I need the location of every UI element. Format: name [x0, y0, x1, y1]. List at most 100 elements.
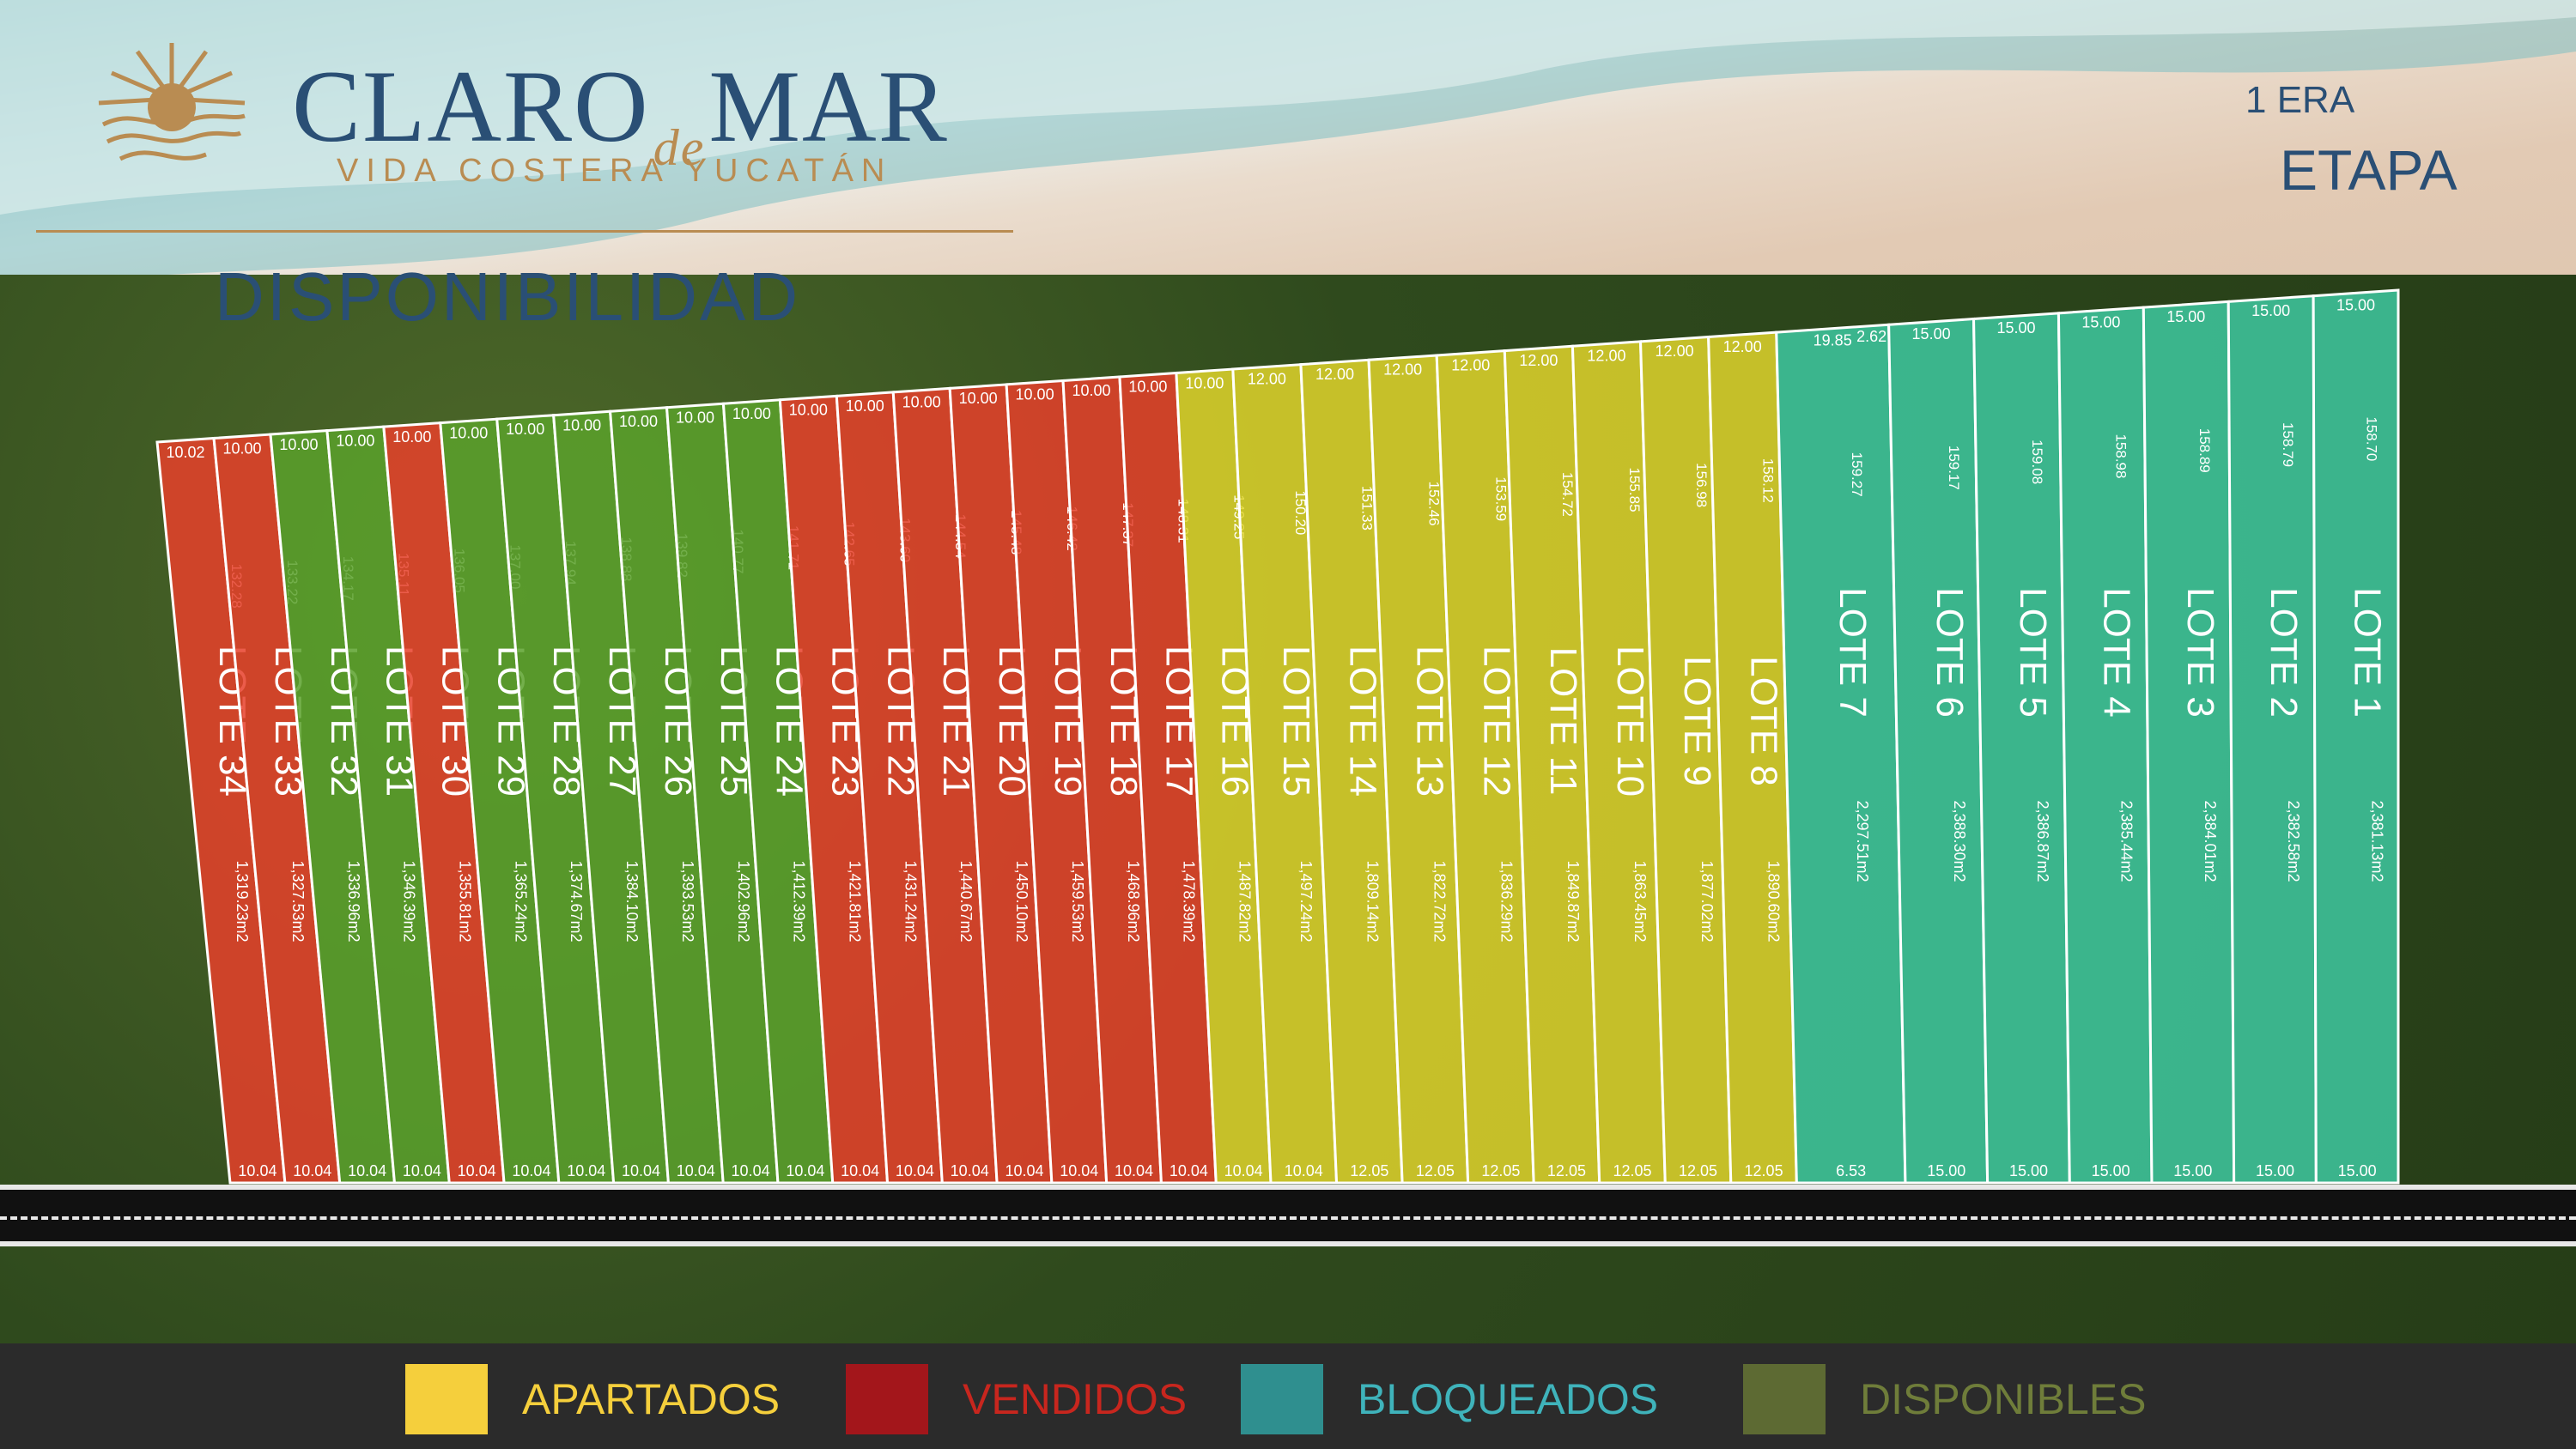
lot-area-label: 1,346.39m2: [401, 860, 418, 942]
brand-title: CLAROdeMAR: [292, 47, 949, 176]
lot[interactable]: 12.00 12.05 156.98 LOTE 9 1,877.02m2: [1638, 335, 1733, 1185]
legend-swatch-apartados: [405, 1364, 488, 1434]
lot[interactable]: 15.00 15.00 158.79 LOTE 2 2,382.58m2: [2227, 294, 2318, 1185]
lot-back-label: 10.04: [512, 1162, 550, 1179]
lot-front-label: 10.00: [562, 416, 601, 433]
lot-front-label: 10.00: [279, 436, 318, 453]
lot[interactable]: 12.00 12.05 153.59 LOTE 12 1,836.29m2: [1435, 349, 1535, 1185]
lot-front-label: 10.00: [846, 397, 884, 415]
phase-name: ETAPA: [2280, 138, 2458, 202]
lot-front-label: 19.85: [1814, 332, 1852, 349]
lot-depth-label: 155.85: [1626, 468, 1643, 512]
lot-name-label: LOTE 12: [1475, 646, 1517, 797]
lot-area-label: 1,849.87m2: [1564, 860, 1582, 942]
lot[interactable]: 15.00 15.00 158.98 LOTE 4 2,385.44m2: [2057, 306, 2154, 1185]
lot-area-label: 2,297.51m2: [1854, 800, 1871, 882]
lot-back-label: 10.04: [622, 1162, 660, 1179]
lot-shape[interactable]: [2227, 294, 2318, 1185]
lot[interactable]: 15.00 15.00 158.89 LOTE 3 2,384.01m2: [2142, 300, 2236, 1185]
lot-front-label: 10.00: [506, 421, 544, 438]
lot-front-label: 10.00: [1128, 379, 1167, 396]
page-title: DISPONIBILIDAD: [215, 258, 801, 335]
brand-name-part1: CLARO: [292, 49, 650, 163]
lot-back-label: 12.05: [1416, 1162, 1455, 1179]
lot-depth-label: 153.59: [1492, 476, 1509, 521]
lot-front-label: 12.00: [1383, 361, 1422, 379]
legend-swatch-vendidos: [846, 1364, 928, 1434]
lot-depth-label: 156.98: [1693, 463, 1710, 507]
lot-front-label: 10.00: [902, 394, 941, 411]
lot-back-label: 15.00: [2256, 1162, 2294, 1179]
lot-front-label: 15.00: [2166, 308, 2205, 325]
legend-item-bloqueados: BLOQUEADOS: [1241, 1364, 1658, 1434]
lot-name-label: LOTE 8: [1743, 656, 1785, 786]
lot[interactable]: 15.00 15.00 159.08 LOTE 5 2,386.87m2: [1971, 312, 2071, 1185]
lot-back-label: 10.04: [896, 1162, 934, 1179]
lot-front-label: 12.00: [1723, 338, 1762, 355]
lot-area-label: 2,382.58m2: [2285, 800, 2302, 882]
lot-area-label: 2,381.13m2: [2368, 800, 2385, 882]
lot-shape[interactable]: [1775, 323, 1907, 1185]
lot-area-label: 1,319.23m2: [234, 860, 251, 942]
lot-back-label: 10.04: [567, 1162, 605, 1179]
lot[interactable]: 12.00 10.04 150.20 LOTE 15 1,497.24m2: [1231, 363, 1339, 1185]
lot[interactable]: 12.00 12.05 154.72 LOTE 11 1,849.87m2: [1503, 344, 1601, 1185]
lot-back-label: 10.04: [1115, 1162, 1153, 1179]
legend-label-apartados: APARTADOS: [522, 1375, 781, 1423]
legend: APARTADOS VENDIDOS BLOQUEADOS DISPONIBLE…: [0, 1343, 2576, 1449]
lot-name-label: LOTE 3: [2179, 587, 2221, 718]
lot[interactable]: 12.00 12.05 152.46 LOTE 13 1,822.72m2: [1367, 354, 1470, 1185]
lot-area-label: 2,386.87m2: [2034, 800, 2051, 882]
lot-name-label: LOTE 9: [1676, 656, 1718, 786]
lot[interactable]: 15.00 15.00 158.70 LOTE 1 2,381.13m2: [2312, 288, 2400, 1185]
lot-shape[interactable]: [2057, 306, 2154, 1185]
phase-number: 1 ERA: [2245, 79, 2355, 121]
lot-area-label: 1,431.24m2: [902, 860, 919, 942]
lot-back-label: 10.04: [732, 1162, 770, 1179]
lot-shape[interactable]: [1887, 317, 1990, 1185]
lot-area-label: 2,388.30m2: [1951, 800, 1968, 882]
lot-front-label: 10.00: [732, 405, 771, 422]
lot-front-label: 10.02: [167, 444, 205, 461]
lot-front-extra-label: 2.62: [1856, 328, 1886, 345]
lot-front-label: 12.00: [1656, 343, 1694, 360]
lot-shape[interactable]: [2312, 288, 2400, 1185]
road: [0, 1185, 2576, 1246]
lot-area-label: 1,402.96m2: [735, 860, 752, 942]
lot-back-label: 10.04: [1005, 1162, 1043, 1179]
lot-shape[interactable]: [2142, 300, 2236, 1185]
legend-item-vendidos: VENDIDOS: [846, 1364, 1187, 1434]
lot-back-label: 10.04: [841, 1162, 879, 1179]
lot-area-label: 1,384.10m2: [623, 860, 641, 942]
lot-name-label: LOTE 6: [1929, 587, 1971, 718]
lot-area-label: 1,327.53m2: [289, 860, 307, 942]
lot-back-label: 15.00: [2092, 1162, 2130, 1179]
lot-area-label: 1,877.02m2: [1698, 860, 1716, 942]
lot-depth-label: 158.12: [1760, 458, 1777, 503]
lot-front-label: 10.00: [449, 424, 488, 441]
lot[interactable]: 19.85 6.53 159.27 LOTE 7 2,297.51m2 2.62: [1775, 323, 1907, 1185]
lot-shape[interactable]: [1971, 312, 2071, 1185]
lot[interactable]: 12.00 12.05 155.85 LOTE 10 1,863.45m2: [1571, 340, 1667, 1185]
lot-back-label: 15.00: [2173, 1162, 2212, 1179]
lot-back-label: 10.04: [1060, 1162, 1098, 1179]
lot-depth-label: 150.20: [1292, 490, 1309, 535]
legend-item-apartados: APARTADOS: [405, 1364, 780, 1434]
lot-area-label: 1,478.39m2: [1181, 860, 1198, 942]
lot-area-label: 1,822.72m2: [1431, 860, 1448, 942]
lot-area-label: 1,809.14m2: [1364, 860, 1382, 942]
lot-name-label: LOTE 11: [1542, 647, 1584, 796]
lot-area-label: 1,450.10m2: [1013, 860, 1030, 942]
lot[interactable]: 15.00 15.00 159.17 LOTE 6 2,388.30m2: [1887, 317, 1990, 1185]
lot-back-label: 10.04: [293, 1162, 331, 1179]
lot-area-label: 1,374.67m2: [568, 860, 585, 942]
lot[interactable]: 12.00 12.05 158.12 LOTE 8 1,890.60m2: [1707, 330, 1798, 1185]
lot-back-label: 6.53: [1836, 1162, 1866, 1179]
